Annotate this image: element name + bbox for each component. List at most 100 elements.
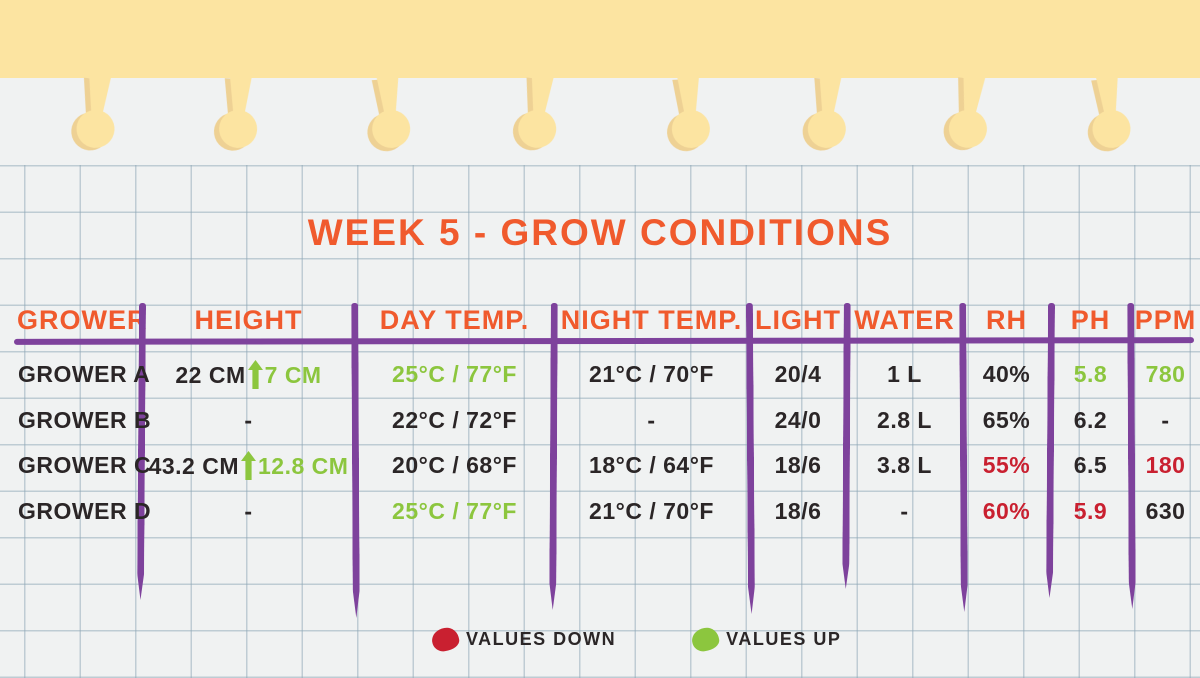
cell-text: 5.9 (1073, 497, 1108, 524)
cell-text: 22 CM (175, 362, 246, 389)
table-row: GROWER A 22 CM 7 CM 25°C / 77°F 21°C / 70°F 2… (0, 352, 1200, 398)
cell-text: 18/6 (774, 497, 822, 524)
table-cell: GROWER A (0, 361, 150, 388)
table-cell: 5.9 (1050, 498, 1131, 525)
table-cell: 20°C / 68°F (356, 452, 553, 479)
cell-text: 6.5 (1073, 452, 1108, 479)
cell-text: 1 L (887, 361, 922, 388)
table-cell: 22°C / 72°F (356, 407, 553, 434)
legend-item-values-up: VALUES UP (690, 626, 842, 653)
cell-text: 60% (982, 497, 1031, 524)
table-cell: 40% (963, 361, 1050, 388)
cell-text: 22°C / 72°F (392, 406, 517, 433)
table-cell: - (1131, 407, 1200, 434)
cell-text: GROWER B (18, 406, 152, 433)
cell-text: 180 (1145, 452, 1186, 479)
table-cell: 25°C / 77°F (356, 361, 553, 388)
cell-text: - (244, 406, 253, 433)
paint-drip (1088, 74, 1133, 150)
table-cell: - (553, 407, 750, 434)
table-cell: 18°C / 64°F (553, 452, 750, 479)
cell-text: 630 (1145, 497, 1186, 524)
cell-text: 65% (982, 406, 1031, 433)
cell-text: - (647, 406, 656, 433)
column-header-night-temp: NIGHT TEMP. (560, 304, 743, 335)
table-cell: 21°C / 70°F (553, 361, 750, 388)
paint-drip (806, 75, 850, 150)
table-cell: - (141, 498, 356, 525)
legend-item-values-down: VALUES DOWN (430, 626, 616, 653)
cell-text: 18°C / 64°F (589, 452, 714, 479)
cell-text: 25°C / 77°F (392, 361, 517, 388)
paint-drip (946, 74, 993, 151)
column-header-ppm: PPM (1134, 304, 1197, 335)
values-up-swatch-icon (690, 626, 721, 653)
table-header-row: GROWER HEIGHT DAY TEMP. NIGHT TEMP. LIGH… (0, 301, 1200, 339)
column-header-grower: GROWER (17, 304, 148, 335)
table-cell: 18/6 (750, 498, 846, 525)
table-cell: 25°C / 77°F (356, 498, 553, 525)
paint-drip (218, 75, 260, 149)
table-cell: 1 L (846, 361, 963, 388)
cell-text: 18/6 (774, 452, 822, 479)
cell-text: 7 CM (264, 362, 322, 389)
cell-text: 3.8 L (877, 452, 932, 479)
column-header-rh: RH (986, 304, 1027, 335)
cell-text: GROWER D (18, 497, 152, 524)
yellow-banner (0, 0, 1200, 78)
table-row: GROWER B - 22°C / 72°F - 24/0 2.8 L 65% 6.2 - (0, 398, 1200, 444)
table-cell: 2.8 L (846, 407, 963, 434)
paint-drip (74, 74, 119, 150)
up-arrow-icon (247, 360, 263, 390)
table-cell: 22 CM 7 CM (141, 360, 356, 390)
cell-text: - (244, 497, 253, 524)
legend: VALUES DOWN VALUES UP (430, 626, 842, 653)
table-body: GROWER A 22 CM 7 CM 25°C / 77°F 21°C / 70°F 2… (0, 352, 1200, 534)
paint-drip (669, 75, 711, 149)
table-cell: 65% (963, 407, 1050, 434)
cell-text: - (1161, 406, 1170, 433)
page-title: WEEK 5 - GROW CONDITIONS (307, 212, 893, 253)
table-cell: 630 (1131, 498, 1200, 525)
cell-text: 780 (1145, 361, 1186, 388)
cell-text: 55% (982, 452, 1031, 479)
table-cell: 21°C / 70°F (553, 498, 750, 525)
column-header-light: LIGHT (755, 304, 841, 335)
table-cell: - (846, 498, 963, 525)
cell-text: GROWER C (18, 452, 152, 479)
cell-text: 24/0 (774, 406, 822, 433)
cell-text: 12.8 CM (258, 453, 349, 480)
table-cell: 5.8 (1050, 361, 1131, 388)
column-header-day-temp: DAY TEMP. (379, 304, 530, 335)
table-cell: GROWER C (0, 452, 151, 479)
up-arrow-icon (241, 451, 256, 481)
header-underline (13, 337, 1195, 345)
cell-text: 20/4 (774, 361, 822, 388)
cell-text: 5.8 (1073, 361, 1108, 388)
cell-text: 20°C / 68°F (392, 452, 517, 479)
paint-drip (516, 74, 561, 150)
table-cell: 55% (963, 452, 1050, 479)
table-cell: 43.2 CM 12.8 CM (141, 451, 356, 481)
cell-text: 21°C / 70°F (589, 497, 714, 524)
table-cell: 180 (1131, 452, 1200, 479)
table-cell: 24/0 (750, 407, 846, 434)
table-cell: - (141, 407, 356, 434)
column-header-water: WATER (854, 304, 955, 335)
cell-text: 6.2 (1073, 406, 1108, 433)
cell-text: 2.8 L (877, 406, 932, 433)
cell-text: 43.2 CM (148, 453, 239, 480)
paint-drip (369, 75, 412, 150)
table-cell: GROWER D (0, 498, 151, 525)
table-cell: 60% (963, 498, 1050, 525)
legend-label: VALUES UP (726, 629, 842, 649)
cell-text: 25°C / 77°F (392, 497, 517, 524)
table-cell: 6.5 (1050, 452, 1131, 479)
cell-text: GROWER A (18, 361, 151, 388)
column-header-height: HEIGHT (194, 304, 303, 335)
table-cell: GROWER B (0, 407, 151, 434)
table-row: GROWER C 43.2 CM 12.8 CM 20°C / 68°F 18°C / … (0, 443, 1200, 489)
cell-text: 40% (982, 361, 1031, 388)
table-cell: 18/6 (750, 452, 846, 479)
